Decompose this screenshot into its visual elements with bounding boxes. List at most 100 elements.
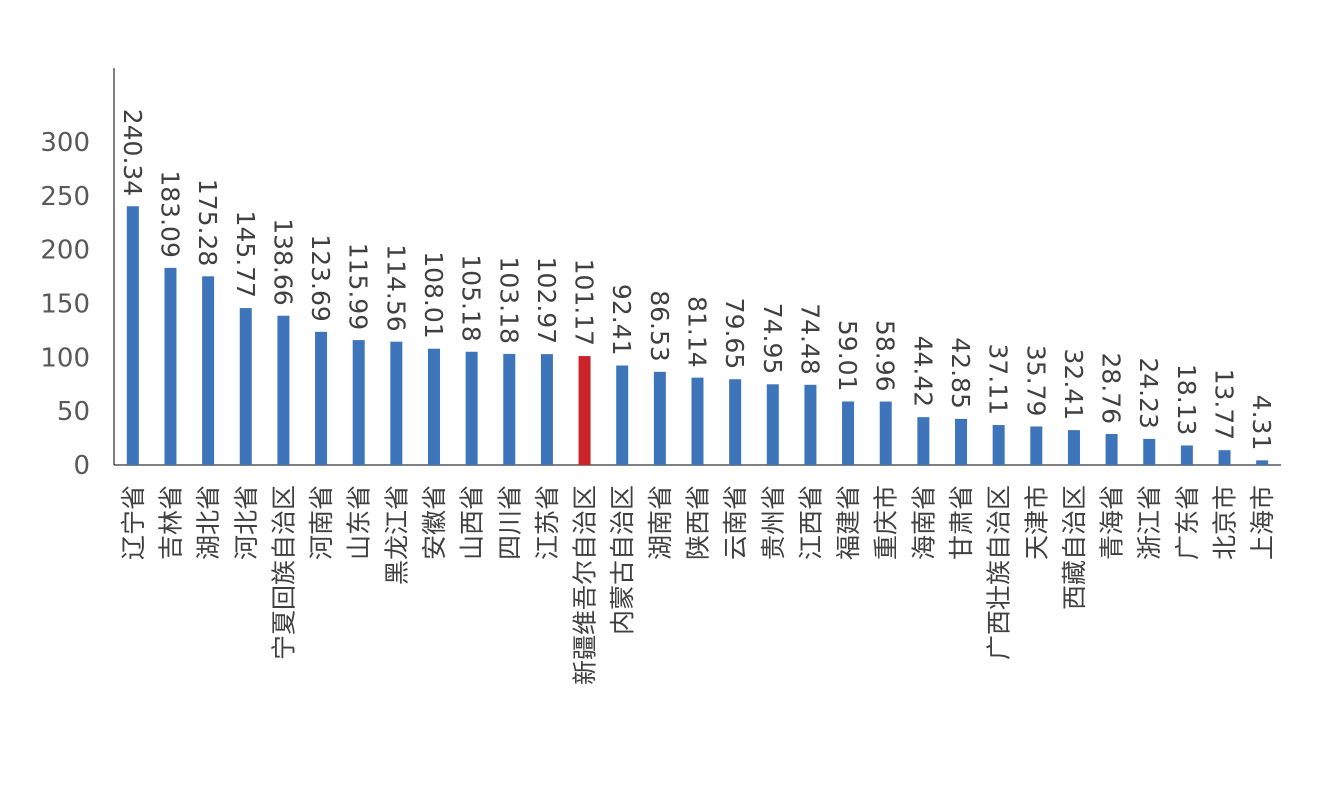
bar-value-label: 240.34 — [118, 109, 147, 196]
bar — [653, 371, 666, 465]
bar — [503, 353, 516, 465]
bar — [465, 351, 478, 465]
bar — [917, 417, 930, 465]
bar-value-label: 79.65 — [720, 298, 749, 370]
bar-value-label: 28.76 — [1097, 352, 1126, 424]
bar — [1105, 434, 1118, 465]
bar-value-label: 102.97 — [532, 257, 561, 344]
x-tick-label: 天津市 — [1022, 485, 1051, 560]
bar-value-label: 103.18 — [494, 256, 523, 343]
bar — [1256, 460, 1269, 465]
bar — [1180, 445, 1193, 465]
bar-value-label: 145.77 — [231, 211, 260, 298]
bar — [842, 401, 855, 465]
x-tick-label: 上海市 — [1248, 485, 1277, 560]
x-tick-label: 福建省 — [834, 485, 863, 560]
bar-value-label: 108.01 — [419, 251, 448, 338]
x-tick-label: 吉林省 — [156, 485, 185, 560]
bar — [578, 356, 591, 465]
bar — [202, 276, 215, 465]
bar — [1030, 426, 1043, 465]
bar-value-label: 35.79 — [1021, 345, 1050, 417]
x-tick-label: 湖北省 — [194, 485, 223, 560]
y-tick-label: 50 — [57, 397, 90, 427]
bar — [277, 315, 290, 465]
x-tick-label: 云南省 — [721, 485, 750, 560]
bar-value-label: 175.28 — [193, 179, 222, 266]
bar — [427, 348, 440, 465]
x-tick-label: 辽宁省 — [119, 485, 148, 560]
bar — [352, 340, 365, 465]
bar-value-label: 32.41 — [1059, 349, 1088, 421]
bar — [239, 308, 252, 465]
bar-value-label: 4.31 — [1247, 395, 1276, 451]
bar-value-label: 138.66 — [268, 218, 297, 305]
bar — [1218, 450, 1231, 465]
y-tick-label: 100 — [40, 343, 90, 373]
x-tick-label: 广西壮族自治区 — [985, 485, 1014, 660]
bar — [126, 206, 139, 465]
bar-value-label: 42.85 — [946, 337, 975, 409]
y-tick-label: 0 — [73, 451, 90, 481]
bar-value-label: 44.42 — [908, 336, 937, 408]
x-tick-label: 北京市 — [1211, 485, 1240, 560]
bar-value-label: 24.23 — [1134, 357, 1163, 429]
bar — [1067, 430, 1080, 465]
bar — [390, 341, 403, 465]
x-tick-label: 内蒙古自治区 — [608, 485, 637, 635]
y-tick-label: 150 — [40, 290, 90, 320]
bar — [616, 365, 629, 465]
bar-value-label: 92.41 — [607, 284, 636, 356]
x-tick-label: 浙江省 — [1135, 485, 1164, 560]
x-tick-label: 甘肃省 — [947, 485, 976, 560]
x-tick-label: 广东省 — [1173, 485, 1202, 560]
bar — [879, 401, 892, 465]
y-tick-label: 300 — [40, 128, 90, 158]
bar-value-label: 105.18 — [457, 254, 486, 341]
x-tick-label: 河南省 — [307, 485, 336, 560]
x-tick-label: 贵州省 — [759, 485, 788, 560]
bar-value-label: 101.17 — [570, 259, 599, 346]
bar-value-label: 13.77 — [1210, 369, 1239, 441]
bar-value-label: 74.95 — [758, 303, 787, 375]
bar-value-label: 123.69 — [306, 234, 335, 321]
x-tick-label: 海南省 — [909, 485, 938, 560]
x-tick-label: 四川省 — [495, 485, 524, 560]
y-tick-label: 250 — [40, 182, 90, 212]
bar-value-label: 37.11 — [984, 343, 1013, 415]
x-tick-label: 青海省 — [1098, 485, 1127, 560]
x-tick-label: 重庆市 — [872, 485, 901, 560]
bar — [804, 384, 817, 465]
bar — [729, 379, 742, 465]
x-tick-label: 河北省 — [232, 485, 261, 560]
x-tick-label: 山西省 — [458, 485, 487, 560]
x-tick-label: 宁夏回族自治区 — [269, 485, 298, 660]
bar — [1143, 438, 1156, 465]
bar — [691, 377, 704, 465]
x-tick-label: 湖南省 — [646, 485, 675, 560]
bar-value-label: 59.01 — [833, 320, 862, 392]
x-tick-label: 江苏省 — [533, 485, 562, 560]
bar-value-label: 115.99 — [344, 243, 373, 330]
bar — [992, 425, 1005, 465]
x-tick-label: 西藏自治区 — [1060, 485, 1089, 610]
bar-value-label: 86.53 — [645, 290, 674, 362]
y-tick-label: 200 — [40, 236, 90, 266]
bar-value-label: 183.09 — [155, 170, 184, 257]
bar-value-label: 58.96 — [871, 320, 900, 392]
x-tick-label: 黑龙江省 — [382, 485, 411, 585]
bar — [315, 331, 328, 465]
bar-value-label: 18.13 — [1172, 364, 1201, 436]
bar — [540, 354, 553, 465]
bar — [164, 267, 177, 465]
x-tick-label: 陕西省 — [684, 485, 713, 560]
x-tick-label: 新疆维吾尔自治区 — [571, 485, 600, 685]
bar-value-label: 81.14 — [683, 296, 712, 368]
x-tick-label: 山东省 — [345, 485, 374, 560]
bar — [766, 384, 779, 465]
x-tick-label: 安徽省 — [420, 485, 449, 560]
bar-value-label: 74.48 — [795, 303, 824, 375]
bar — [955, 418, 968, 465]
